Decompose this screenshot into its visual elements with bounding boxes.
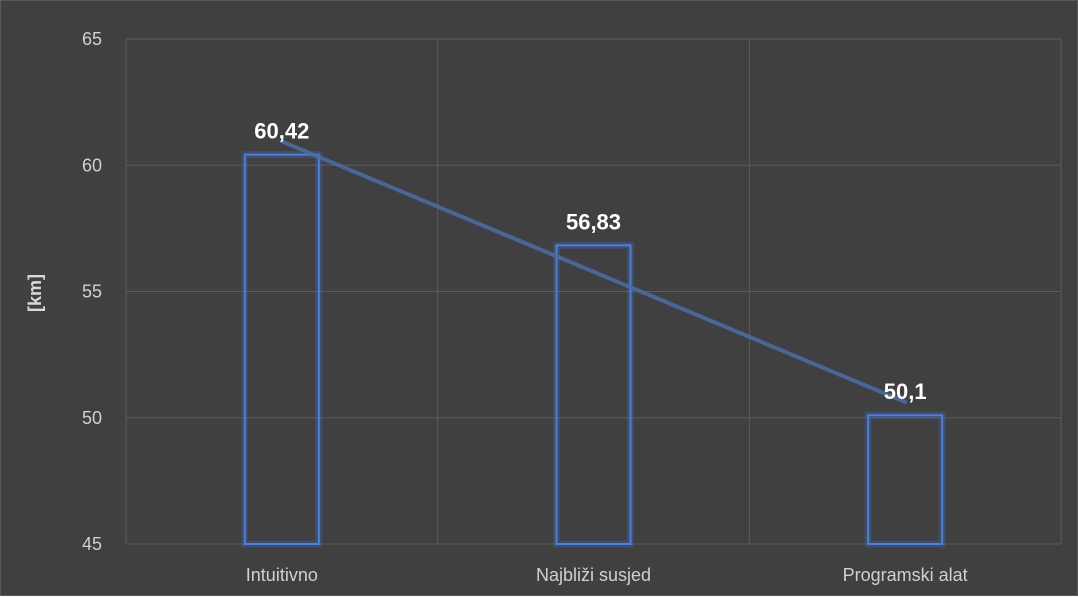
bar-glow: [553, 241, 634, 548]
bars: [241, 151, 946, 548]
data-labels: 60,42 56,83 50,1: [254, 119, 926, 405]
gridlines: [125, 38, 1062, 545]
y-axis-title: [km]: [25, 274, 45, 312]
trendline: [279, 139, 908, 405]
y-tick-label: 45: [82, 534, 102, 554]
y-tick-label: 50: [82, 408, 102, 428]
data-label: 60,42: [254, 119, 309, 144]
y-tick-label: 60: [82, 155, 102, 175]
x-tick-label: Najbliži susjed: [536, 565, 651, 585]
y-tick-label: 65: [82, 29, 102, 49]
y-axis-ticks: 45 50 55 60 65: [82, 29, 102, 554]
x-axis-ticks: Intuitivno Najbliži susjed Programski alat: [246, 565, 968, 585]
bar: [555, 244, 632, 545]
bar-glow: [241, 151, 323, 548]
bar-glow: [864, 411, 946, 548]
data-label: 50,1: [884, 379, 927, 404]
trendline-linear: [279, 139, 908, 405]
data-label: 56,83: [566, 209, 621, 234]
x-tick-label: Intuitivno: [246, 565, 318, 585]
bar: [243, 153, 320, 546]
x-tick-label: Programski alat: [843, 565, 968, 585]
bar: [867, 414, 944, 545]
y-tick-label: 55: [82, 282, 102, 302]
